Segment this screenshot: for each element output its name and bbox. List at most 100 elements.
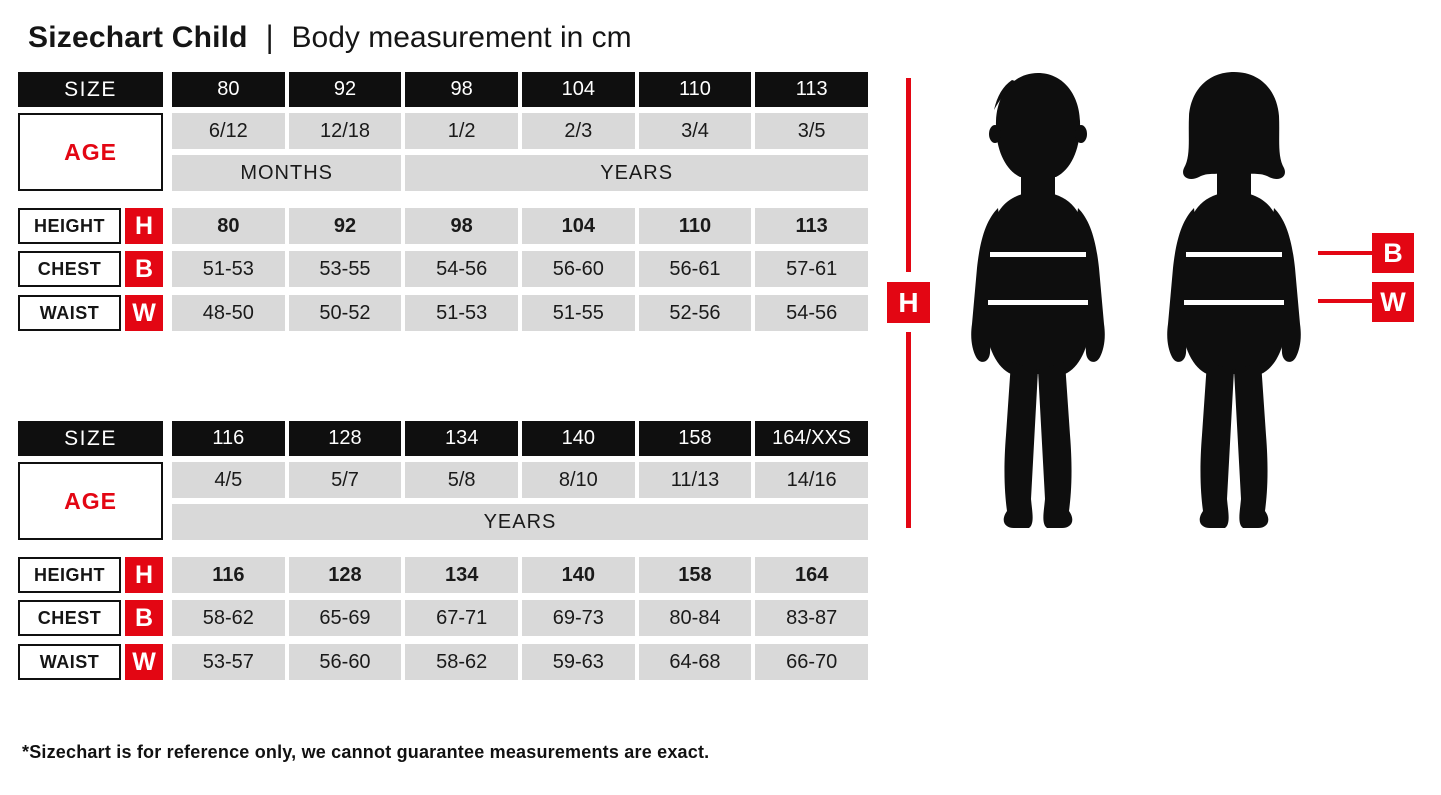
age-cell: 3/5 (755, 113, 868, 149)
age-values: 4/5 5/7 5/8 8/10 11/13 14/16 (172, 462, 868, 498)
chest-cell: 83-87 (755, 600, 868, 636)
age-unit-cell: MONTHS (172, 155, 402, 191)
height-values: 80 92 98 104 110 113 (172, 208, 868, 244)
waist-cell: 58-62 (405, 644, 518, 680)
chest-row: CHEST B 58-62 65-69 67-71 69-73 80-84 83… (18, 600, 868, 636)
chest-values: 51-53 53-55 54-56 56-60 56-61 57-61 (172, 251, 868, 287)
chest-row-label: CHEST B (18, 600, 163, 636)
age-cell: 3/4 (638, 113, 752, 149)
waist-row: WAIST W 48-50 50-52 51-53 51-55 52-56 54… (18, 295, 868, 331)
girl-silhouette-icon (1167, 72, 1301, 528)
height-values: 116 128 134 140 158 164 (172, 557, 868, 593)
waist-label: WAIST (18, 295, 121, 331)
waist-letter-badge: W (125, 295, 163, 331)
waist-cell: 54-56 (755, 295, 868, 331)
age-values-block: 4/5 5/7 5/8 8/10 11/13 14/16 YEARS (172, 462, 868, 540)
chest-cell: 51-53 (172, 251, 285, 287)
chest-line-marker (990, 252, 1086, 257)
waist-cell: 48-50 (172, 295, 285, 331)
waist-values: 48-50 50-52 51-53 51-55 52-56 54-56 (172, 295, 868, 331)
size-row-label: SIZE (18, 72, 163, 107)
waist-label: WAIST (18, 644, 121, 680)
boy-silhouette-icon (971, 73, 1105, 528)
height-row-label: HEIGHT H (18, 557, 163, 593)
chest-cell: 69-73 (521, 600, 635, 636)
height-cell: 113 (755, 208, 868, 244)
sizechart-table-small: SIZE 80 92 98 104 110 113 AGE 6/12 12/18… (18, 72, 868, 331)
page-title: Sizechart Child | Body measurement in cm (28, 20, 632, 55)
age-unit-row: MONTHS YEARS (172, 155, 868, 191)
age-row-label: AGE (18, 113, 163, 191)
height-cell: 128 (288, 557, 402, 593)
height-measure-line-top (906, 78, 911, 272)
size-cell: 140 (521, 421, 635, 456)
chest-cell: 57-61 (755, 251, 868, 287)
waist-row-label: WAIST W (18, 644, 163, 680)
size-cell: 134 (405, 421, 518, 456)
age-values: 6/12 12/18 1/2 2/3 3/4 3/5 (172, 113, 868, 149)
age-row: AGE 4/5 5/7 5/8 8/10 11/13 14/16 YEARS (18, 462, 868, 540)
size-cell: 98 (405, 72, 518, 107)
size-row: SIZE 80 92 98 104 110 113 (18, 72, 868, 107)
age-cell: 14/16 (755, 462, 868, 498)
height-cell: 134 (405, 557, 518, 593)
waist-measure-badge: W (1372, 282, 1414, 322)
chest-row: CHEST B 51-53 53-55 54-56 56-60 56-61 57… (18, 251, 868, 287)
chest-letter-badge: B (125, 251, 163, 287)
age-cell: 6/12 (172, 113, 285, 149)
age-cell: 2/3 (521, 113, 635, 149)
chest-cell: 54-56 (405, 251, 518, 287)
size-row-label: SIZE (18, 421, 163, 456)
disclaimer-note: *Sizechart is for reference only, we can… (22, 742, 710, 762)
size-cell: 158 (638, 421, 752, 456)
chest-cell: 53-55 (288, 251, 402, 287)
size-cell: 110 (638, 72, 752, 107)
age-cell: 11/13 (638, 462, 752, 498)
waist-row: WAIST W 53-57 56-60 58-62 59-63 64-68 66… (18, 644, 868, 680)
chest-cell: 58-62 (172, 600, 285, 636)
waist-cell: 56-60 (288, 644, 402, 680)
chest-line-marker (1186, 252, 1282, 257)
height-measure-badge: H (887, 282, 930, 323)
waist-cell: 64-68 (638, 644, 752, 680)
height-cell: 80 (172, 208, 285, 244)
age-cell: 5/8 (405, 462, 518, 498)
height-row-label: HEIGHT H (18, 208, 163, 244)
waist-letter-badge: W (125, 644, 163, 680)
waist-cell: 59-63 (521, 644, 635, 680)
height-measure-line-bottom (906, 332, 911, 528)
waist-measure-line (1318, 299, 1372, 303)
chest-measure-badge: B (1372, 233, 1414, 273)
height-letter-badge: H (125, 557, 163, 593)
age-unit-cell: YEARS (405, 155, 868, 191)
girl-body (1167, 72, 1301, 528)
waist-values: 53-57 56-60 58-62 59-63 64-68 66-70 (172, 644, 868, 680)
size-values: 116 128 134 140 158 164/XXS (172, 421, 868, 456)
chest-measure-line (1318, 251, 1372, 255)
height-row: HEIGHT H 80 92 98 104 110 113 (18, 208, 868, 244)
age-cell: 5/7 (288, 462, 402, 498)
age-cell: 8/10 (521, 462, 635, 498)
waist-row-label: WAIST W (18, 295, 163, 331)
title-product: Sizechart Child (28, 21, 248, 54)
chest-cell: 67-71 (405, 600, 518, 636)
waist-cell: 53-57 (172, 644, 285, 680)
height-cell: 140 (521, 557, 635, 593)
height-label: HEIGHT (18, 557, 121, 593)
chest-cell: 80-84 (638, 600, 752, 636)
title-separator: | (265, 20, 274, 55)
age-values-block: 6/12 12/18 1/2 2/3 3/4 3/5 MONTHS YEARS (172, 113, 868, 191)
chest-cell: 65-69 (288, 600, 402, 636)
height-cell: 164 (755, 557, 868, 593)
title-subtitle: Body measurement in cm (291, 21, 632, 54)
age-cell: 1/2 (405, 113, 518, 149)
size-cell: 92 (288, 72, 402, 107)
waist-cell: 51-53 (405, 295, 518, 331)
size-cell: 80 (172, 72, 285, 107)
boy-body (971, 73, 1105, 528)
waist-line-marker (988, 300, 1088, 305)
size-row: SIZE 116 128 134 140 158 164/XXS (18, 421, 868, 456)
age-cell: 12/18 (288, 113, 402, 149)
height-row: HEIGHT H 116 128 134 140 158 164 (18, 557, 868, 593)
